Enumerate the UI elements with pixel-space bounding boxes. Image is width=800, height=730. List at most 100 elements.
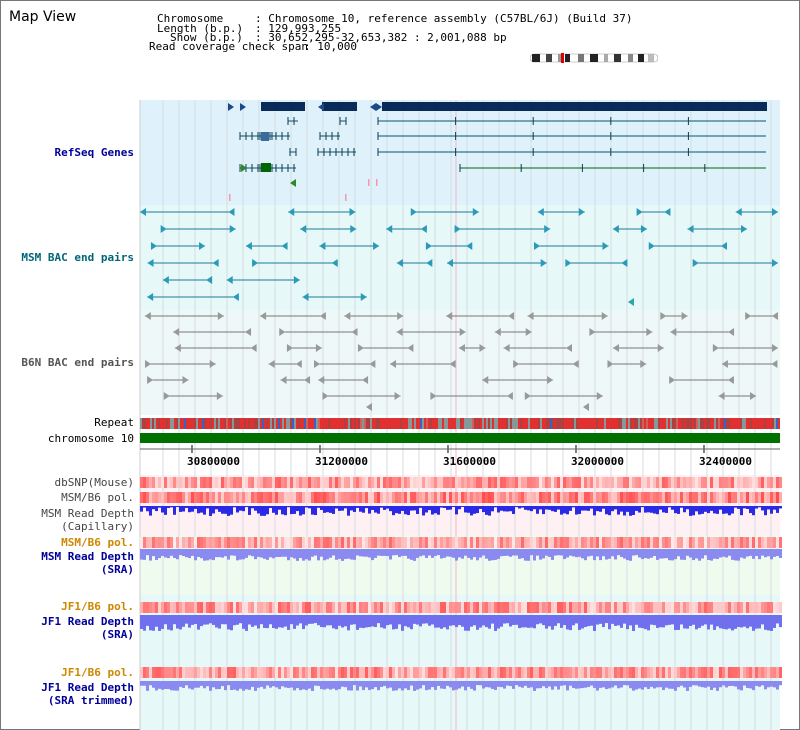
depth-bar [710, 549, 713, 561]
depth-bar [776, 506, 779, 513]
heat-cell [686, 477, 689, 488]
depth-bar [512, 506, 515, 514]
heat-cell [557, 667, 560, 678]
depth-bar [290, 615, 293, 625]
heat-cell [755, 602, 758, 613]
heat-cell [263, 537, 266, 548]
depth-bar [500, 549, 503, 557]
heat-cell [416, 537, 419, 548]
refseq-track-label[interactable]: RefSeq Genes [54, 146, 134, 159]
depth-bar [635, 681, 638, 690]
heat-cell [581, 602, 584, 613]
depth-bar [371, 506, 374, 510]
axis-tick-label: 32000000 [571, 455, 624, 468]
heat-cell [608, 537, 611, 548]
depth-bar [545, 681, 548, 689]
depth-bar [728, 506, 731, 516]
repeat-band [482, 418, 484, 429]
heat-cell [227, 537, 230, 548]
depth-bar [671, 681, 674, 689]
repeat-band [538, 418, 540, 429]
heat-cell [422, 492, 425, 503]
heat-cell [569, 492, 572, 503]
heat-cell [575, 602, 578, 613]
depth-bar [596, 549, 599, 557]
repeat-band [432, 418, 434, 429]
strand-arrow [245, 328, 252, 336]
depth-bar [620, 506, 623, 512]
depth-bar [317, 549, 320, 561]
depth-bar [482, 681, 485, 689]
depth-bar [581, 681, 584, 689]
heat-cell [581, 667, 584, 678]
depth-bar [152, 506, 155, 510]
heat-cell [290, 477, 293, 488]
strand-arrow [319, 242, 326, 250]
depth-bar [164, 615, 167, 625]
heat-cell [740, 477, 743, 488]
depth-bar [587, 615, 590, 627]
heat-cell [146, 602, 149, 613]
repeat-band [276, 418, 278, 429]
repeat-band [378, 418, 380, 429]
depth-bar [149, 615, 152, 631]
repeat-band [582, 418, 584, 429]
repeat-band [568, 418, 570, 429]
heat-cell [740, 537, 743, 548]
depth-bar [716, 506, 719, 514]
heat-cell [674, 492, 677, 503]
heat-cell [494, 537, 497, 548]
repeat-band [612, 418, 614, 429]
depth-bar [656, 506, 659, 515]
repeat-band [522, 418, 524, 429]
strand-arrow [513, 360, 520, 368]
heat-cell [455, 492, 458, 503]
heat-cell [176, 492, 179, 503]
depth-bar [527, 681, 530, 688]
heat-cell [155, 537, 158, 548]
depth-bar [362, 681, 365, 691]
heat-cell [200, 477, 203, 488]
chromosome-ideogram[interactable] [530, 53, 658, 63]
heat-cell [587, 537, 590, 548]
heat-cell [155, 477, 158, 488]
heat-cell [728, 537, 731, 548]
repeat-band [160, 418, 162, 429]
heat-cell [410, 537, 413, 548]
repeat-band [238, 418, 240, 429]
depth-bar [158, 549, 161, 559]
heat-cell [698, 537, 701, 548]
msm-bac-track-label[interactable]: MSM BAC end pairs [21, 251, 134, 264]
strand-arrow [772, 312, 778, 320]
depth-bar [224, 506, 227, 514]
repeat-band [648, 418, 650, 429]
heat-cell [296, 477, 299, 488]
depth-bar [563, 681, 566, 686]
repeat-band [494, 418, 496, 429]
gene-block [261, 163, 271, 172]
heat-cell [521, 667, 524, 678]
heat-cell [143, 602, 146, 613]
repeat-band [316, 418, 318, 429]
depth-bar [464, 549, 467, 556]
strand-arrow [648, 242, 655, 250]
repeat-band [426, 418, 428, 429]
b6n-bac-track-label[interactable]: B6N BAC end pairs [21, 356, 134, 369]
repeat-band [166, 418, 168, 429]
strand-arrow [669, 376, 676, 384]
depth-bar [314, 506, 317, 516]
depth-bar [404, 681, 407, 689]
heat-cell [236, 492, 239, 503]
heat-cell [761, 667, 764, 678]
repeat-band [778, 418, 780, 429]
depth-bar [698, 549, 701, 561]
heat-cell [533, 602, 536, 613]
depth-bar [560, 506, 563, 515]
heat-cell [512, 477, 515, 488]
depth-bar [173, 615, 176, 625]
heat-cell [305, 537, 308, 548]
depth-bar [284, 681, 287, 688]
msm-depth-capillary-label: MSM Read Depth [41, 507, 134, 520]
heat-cell [371, 667, 374, 678]
depth-bar [710, 506, 713, 511]
